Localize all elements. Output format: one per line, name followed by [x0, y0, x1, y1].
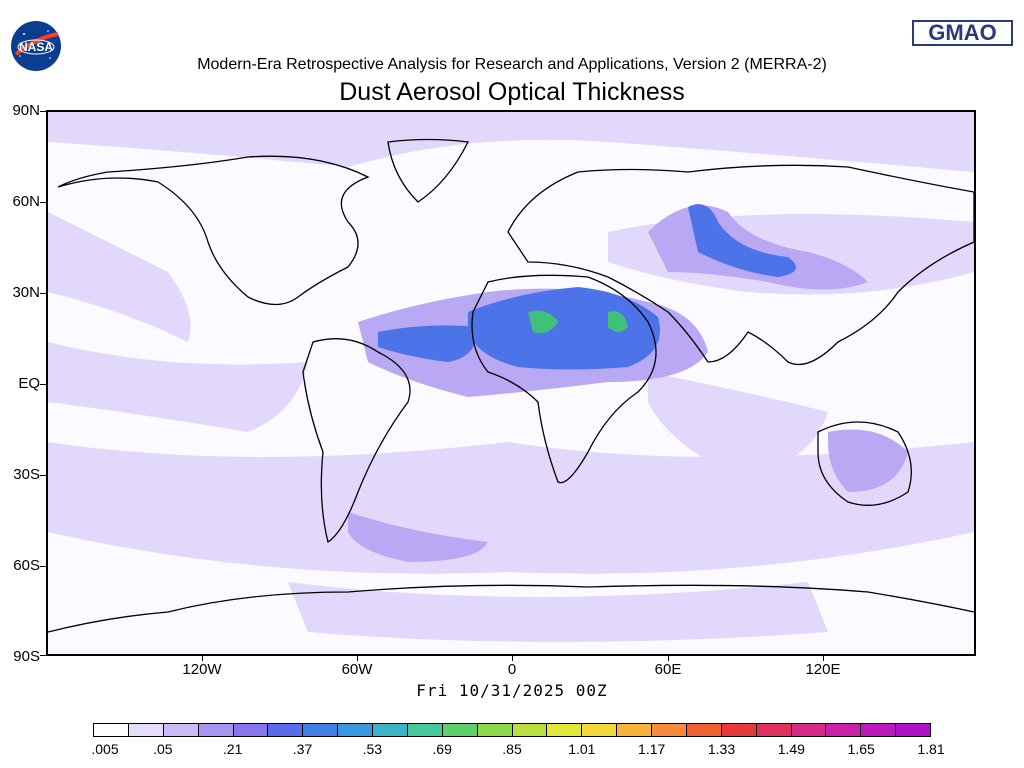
high-aot-regions — [378, 204, 796, 370]
colorbar-label: 1.81 — [917, 741, 945, 757]
lon-tick — [357, 656, 358, 661]
map-subtitle: Modern-Era Retrospective Analysis for Re… — [197, 56, 827, 73]
colorbar-label: 1.65 — [847, 741, 875, 757]
colorbar-segment — [442, 724, 478, 736]
atlantic-plume-core — [378, 325, 478, 362]
antarctic-band — [288, 582, 828, 642]
colorbar-segment — [721, 724, 757, 736]
colorbar-segment — [338, 724, 373, 736]
colorbar-segment — [373, 724, 408, 736]
lon-label-60e: 60E — [654, 661, 682, 678]
colorbar-segment — [163, 724, 199, 736]
antarctica-coast — [48, 584, 974, 633]
australia-coast — [817, 421, 912, 506]
lat-label-30s: 30S — [13, 466, 40, 483]
low-aot-regions — [48, 112, 974, 642]
peak-aot-regions — [528, 310, 628, 334]
lon-tick — [668, 656, 669, 661]
colorbar-label: .53 — [362, 741, 383, 757]
africa-coast — [471, 274, 657, 484]
central-asia-core — [688, 204, 796, 277]
colorbar-segment — [94, 724, 129, 736]
south-america-coast — [302, 338, 411, 544]
south-atlantic-patch — [348, 512, 488, 562]
lat-label-90n: 90N — [12, 102, 40, 119]
lon-tick — [512, 656, 513, 661]
lat-tick — [40, 202, 46, 203]
sahara-peak — [528, 310, 558, 334]
lat-tick — [40, 384, 46, 385]
colorbar-segment — [128, 724, 164, 736]
colorbar-label: 1.33 — [707, 741, 736, 757]
map-title: Dust Aerosol Optical Thickness — [339, 78, 685, 106]
nasa-logo-text: NASA — [19, 40, 53, 54]
colorbar-segment — [756, 724, 792, 736]
colorbar-segment — [512, 724, 548, 736]
arctic-band — [48, 112, 974, 172]
colorbar-segment — [861, 724, 897, 736]
colorbar-segment — [477, 724, 513, 736]
colorbar-segment — [198, 724, 234, 736]
sahara-core — [468, 287, 660, 370]
lon-label-120e: 120E — [805, 661, 841, 678]
colorbar-label: .21 — [222, 741, 243, 757]
australia-patch — [828, 429, 908, 492]
indian-ocean-band — [648, 372, 828, 472]
timestamp: Fri 10/31/2025 00Z — [416, 681, 608, 700]
southern-ocean-band — [48, 442, 974, 574]
colorbar-label: 1.49 — [777, 741, 805, 757]
south-pacific-band — [48, 342, 308, 432]
colorbar-segment — [686, 724, 722, 736]
greenland-coast — [387, 138, 469, 203]
north-america-coast — [57, 155, 370, 306]
colorbar-segment — [652, 724, 687, 736]
colorbar-label: .37 — [292, 741, 313, 757]
colorbar-label: .69 — [432, 741, 452, 757]
colorbar-segment — [407, 724, 443, 736]
lat-label-90s: 90S — [13, 648, 40, 665]
eurasia-coast — [507, 164, 974, 366]
lat-tick — [40, 655, 46, 656]
arabia-peak — [608, 311, 628, 332]
colorbar-segment — [791, 724, 827, 736]
colorbar-segment — [268, 724, 304, 736]
map-frame — [46, 110, 976, 656]
colorbar-label: .05 — [153, 741, 173, 757]
colorbar-label: .005 — [91, 741, 119, 757]
lon-tick — [202, 656, 203, 661]
lat-label-60n: 60N — [12, 193, 40, 210]
lon-label-120w: 120W — [182, 661, 222, 678]
lat-tick — [40, 475, 46, 476]
lat-label-60s: 60S — [13, 557, 40, 574]
nasa-logo: NASA — [11, 21, 61, 71]
colorbar-label: 1.17 — [638, 741, 666, 757]
gmao-logo: GMAO — [912, 20, 1013, 46]
colorbar-segment — [826, 724, 862, 736]
coastlines — [48, 138, 974, 633]
colorbar-segment — [547, 724, 583, 736]
colorbar-segment — [233, 724, 269, 736]
colorbar-label: .85 — [502, 741, 522, 757]
lat-label-30n: 30N — [12, 284, 40, 301]
lat-label-eq: EQ — [18, 375, 40, 392]
colorbar-segment — [303, 724, 339, 736]
colorbar-segment — [582, 724, 618, 736]
north-pacific-band — [48, 212, 191, 342]
lat-tick — [40, 566, 46, 567]
dust-aot-map — [48, 112, 974, 654]
colorbar-segment — [617, 724, 652, 736]
colorbar-segment — [896, 724, 930, 736]
lat-tick — [40, 293, 46, 294]
lon-label-0: 0 — [507, 661, 517, 678]
colorbar-label: 1.01 — [568, 741, 596, 757]
lat-tick — [40, 111, 46, 112]
colorbar — [93, 723, 931, 737]
lon-label-60w: 60W — [341, 661, 373, 678]
lon-tick — [823, 656, 824, 661]
